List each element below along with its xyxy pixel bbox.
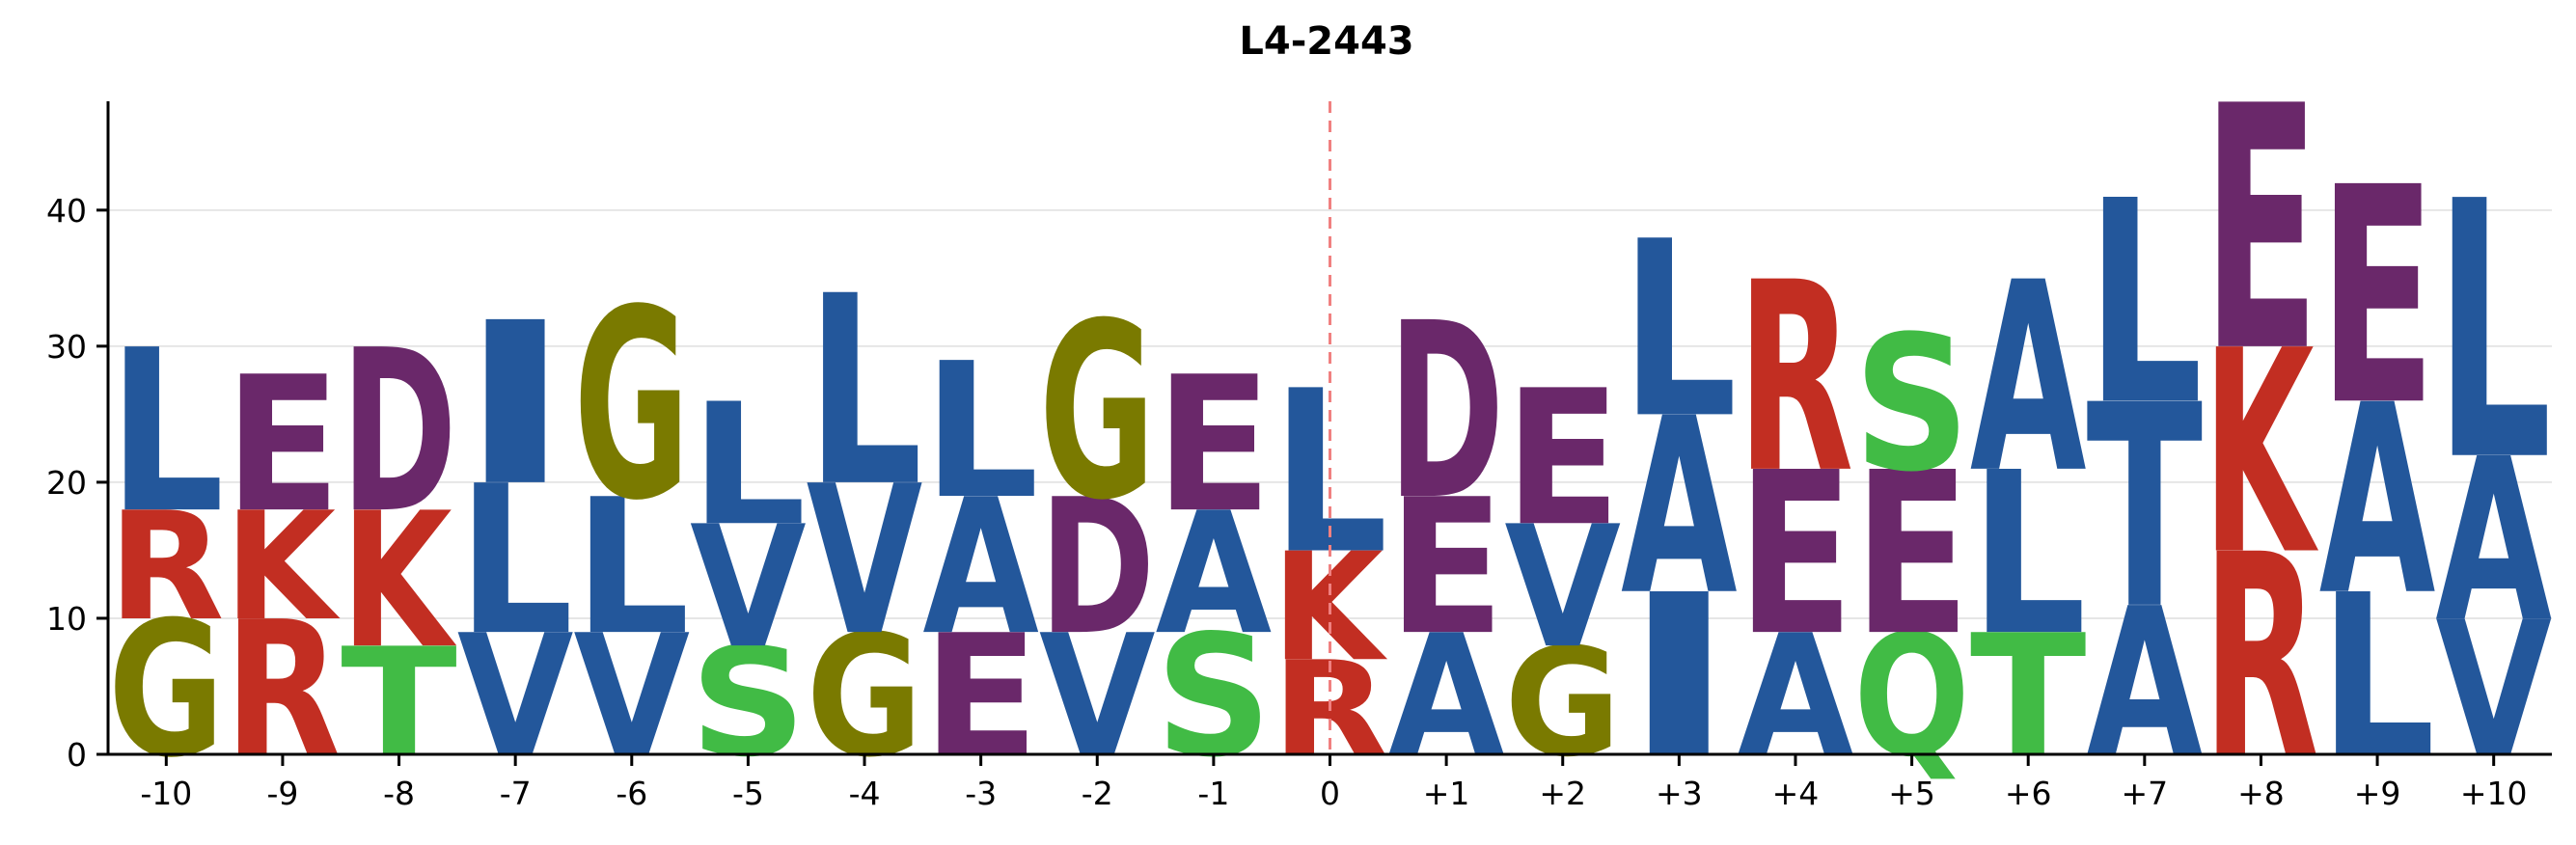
x-tick-label: -3	[965, 775, 997, 812]
logo-letter-L: L	[1621, 191, 1738, 472]
x-tick-label: +1	[1423, 775, 1470, 812]
logo-letter-L: L	[2087, 142, 2204, 467]
x-tick-label: +2	[1539, 775, 1586, 812]
logo-letter-L: L	[108, 302, 225, 562]
logo-letter-A: A	[1156, 477, 1273, 671]
x-tick-label: +3	[1656, 775, 1703, 812]
logo-letter-V: V	[807, 442, 923, 680]
logo-letter-G: G	[573, 255, 690, 558]
logo-letter-V: V	[690, 490, 807, 685]
logo-letter-L: L	[690, 368, 807, 563]
logo-letter-A: A	[922, 460, 1039, 677]
y-tick-label: 20	[46, 464, 87, 502]
logo-letter-A: A	[1970, 228, 2087, 532]
logo-letter-A: A	[2435, 411, 2552, 671]
logo-letter-L: L	[457, 443, 574, 681]
logo-letter-I: I	[457, 275, 574, 535]
x-tick-label: -7	[500, 775, 532, 812]
logo-letter-E: E	[2319, 124, 2436, 472]
x-tick-label: +5	[1888, 775, 1935, 812]
x-tick-label: +7	[2122, 775, 2169, 812]
logo-letter-D: D	[1039, 459, 1156, 676]
logo-letter-L: L	[807, 241, 923, 545]
logo-letter-L: L	[1970, 424, 2087, 685]
x-tick-label: +9	[2354, 775, 2401, 812]
logo-letter-A: A	[2319, 350, 2436, 654]
x-tick-label: -1	[1197, 775, 1229, 812]
grid-lines	[108, 208, 2552, 619]
x-tick-label: 0	[1320, 775, 1340, 812]
x-tick-label: -10	[140, 775, 192, 812]
logo-letter-D: D	[1388, 273, 1505, 554]
x-tick-label: +8	[2237, 775, 2285, 812]
y-tick-label: 0	[67, 736, 87, 774]
logo-letter-L: L	[2435, 126, 2552, 538]
x-tick-label: -2	[1082, 775, 1113, 812]
x-tick-label: -5	[732, 775, 764, 812]
logo-letter-E: E	[1738, 424, 1854, 685]
logo-letter-R: R	[1738, 228, 1854, 532]
logo-letter-R: R	[108, 480, 225, 654]
logo-letter-E: E	[1388, 459, 1505, 676]
y-tick-label: 40	[46, 192, 87, 230]
logo-letter-V: V	[1504, 490, 1621, 685]
x-tick-label: -9	[266, 775, 298, 812]
logo-letter-E: E	[2203, 36, 2319, 426]
logo-letter-K: K	[225, 479, 342, 653]
logo-letter-K: K	[341, 473, 456, 690]
x-tick-label: -6	[616, 775, 647, 812]
logo-letter-S: S	[1853, 295, 1970, 512]
x-tick-label: +10	[2460, 775, 2528, 812]
y-tick-label: 10	[46, 600, 87, 638]
logo-letter-K: K	[2203, 292, 2318, 617]
logo-letter-T: T	[2087, 345, 2204, 671]
logo-letter-L: L	[922, 323, 1039, 540]
x-tick-label: -4	[849, 775, 881, 812]
logo-letter-L: L	[573, 459, 690, 676]
x-tick-label: +4	[1772, 775, 1820, 812]
logo-letter-E: E	[1504, 350, 1621, 567]
y-tick-label: 30	[46, 328, 87, 366]
x-tick-label: -8	[383, 775, 415, 812]
logo-letter-G: G	[1039, 271, 1156, 554]
chart-title: L4-2443	[1239, 19, 1414, 64]
logo-letter-A: A	[1621, 368, 1738, 649]
logo-letter-E: E	[1156, 337, 1273, 554]
x-tick-label: +6	[2005, 775, 2052, 812]
logo-letter-E: E	[1853, 424, 1970, 685]
logo-letter-E: E	[225, 337, 342, 554]
logo-letter-D: D	[341, 301, 457, 562]
letter-stacks: GRLRKETKDVLIVLGSVLGVLEALVDGSAERKLAEDGVEI…	[108, 36, 2552, 820]
logo-letter-R: R	[2203, 495, 2319, 820]
